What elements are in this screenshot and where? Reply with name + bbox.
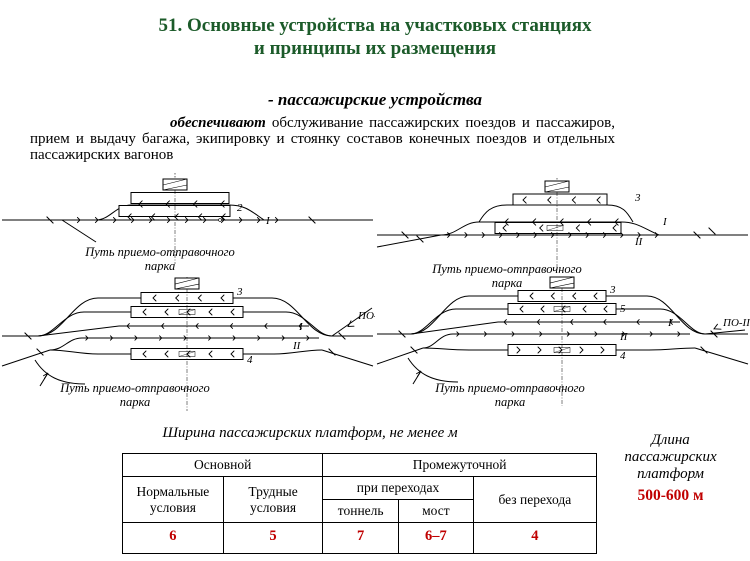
svg-text:I: I bbox=[662, 216, 668, 228]
svg-text:3: 3 bbox=[236, 286, 243, 298]
svg-text:I: I bbox=[265, 215, 271, 227]
svg-text:ПО-II: ПО-II bbox=[722, 317, 750, 329]
svg-text:3: 3 bbox=[634, 192, 641, 204]
svg-text:4: 4 bbox=[620, 350, 626, 362]
svg-text:II: II bbox=[634, 236, 644, 248]
svg-text:ПО-II: ПО-II bbox=[357, 310, 375, 322]
svg-text:4: 4 bbox=[247, 354, 253, 366]
svg-text:5: 5 bbox=[620, 303, 626, 315]
svg-text:I: I bbox=[298, 321, 304, 333]
svg-text:3: 3 bbox=[609, 284, 616, 296]
svg-text:2: 2 bbox=[237, 202, 243, 214]
svg-text:II: II bbox=[619, 331, 629, 343]
svg-text:I: I bbox=[667, 317, 673, 329]
svg-text:II: II bbox=[292, 340, 302, 352]
